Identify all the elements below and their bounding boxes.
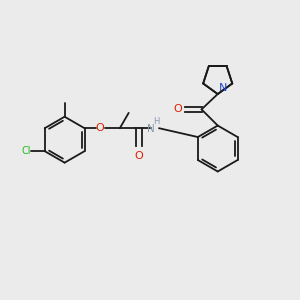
- Text: H: H: [154, 117, 160, 126]
- Text: O: O: [173, 104, 182, 114]
- Text: N: N: [219, 82, 227, 93]
- Text: O: O: [135, 151, 143, 161]
- Text: Cl: Cl: [21, 146, 31, 156]
- Text: N: N: [146, 124, 154, 134]
- Text: O: O: [95, 123, 104, 133]
